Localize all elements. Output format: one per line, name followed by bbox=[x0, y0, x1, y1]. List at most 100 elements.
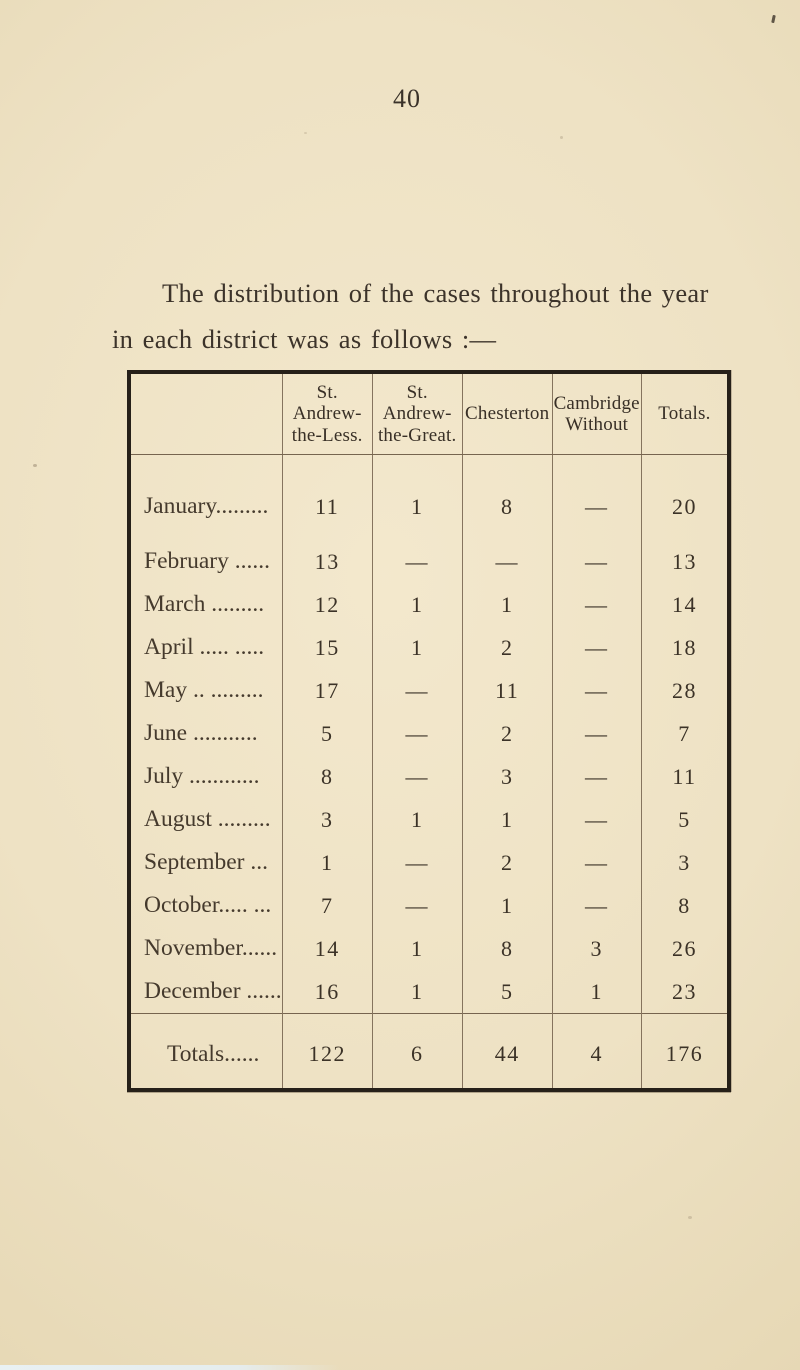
table-row: May .. ......... 17—11—28 bbox=[129, 669, 730, 712]
value-cell: 16 bbox=[281, 970, 373, 1014]
header-cell-month bbox=[129, 372, 283, 455]
value-cell: 1 bbox=[371, 798, 463, 841]
value-cell: — bbox=[551, 884, 642, 927]
value-cell: 13 bbox=[640, 540, 730, 583]
month-cell: June ........... bbox=[144, 720, 258, 746]
cases-distribution-table: St. Andrew- the-Less. St. Andrew- the-Gr… bbox=[127, 370, 732, 1092]
value-cell: 3 bbox=[281, 798, 373, 841]
ink-speck-mark bbox=[771, 14, 776, 24]
page-number: 40 bbox=[393, 84, 421, 113]
value-cell: — bbox=[371, 712, 463, 755]
month-cell: March ......... bbox=[144, 591, 265, 617]
value-cell: 2 bbox=[461, 712, 553, 755]
table-row: September ... 1—2—3 bbox=[129, 841, 730, 884]
value-cell: — bbox=[371, 540, 463, 583]
paper-speck bbox=[304, 132, 307, 134]
header-cell-st-andrew-the-less: St. Andrew- the-Less. bbox=[281, 372, 373, 455]
month-cell: August ......... bbox=[144, 806, 271, 832]
value-cell: 1 bbox=[371, 583, 463, 626]
header-cell-chesterton: Chesterton bbox=[461, 372, 553, 455]
value-cell: 11 bbox=[640, 755, 730, 798]
table-row: July ............ 8—3—11 bbox=[129, 755, 730, 798]
paper-speck bbox=[688, 1216, 692, 1219]
value-cell: 2 bbox=[461, 626, 553, 669]
month-cell: February ...... bbox=[144, 548, 270, 574]
value-cell: 8 bbox=[461, 927, 553, 970]
value-cell: 20 bbox=[640, 454, 730, 540]
value-cell: — bbox=[551, 755, 642, 798]
value-cell: — bbox=[371, 755, 463, 798]
value-cell: 1 bbox=[551, 970, 642, 1014]
value-cell: — bbox=[551, 540, 642, 583]
value-cell: 2 bbox=[461, 841, 553, 884]
totals-value-cell: 176 bbox=[640, 1013, 730, 1090]
value-cell: 28 bbox=[640, 669, 730, 712]
value-cell: 8 bbox=[640, 884, 730, 927]
value-cell: 11 bbox=[281, 454, 373, 540]
value-cell: 26 bbox=[640, 927, 730, 970]
value-cell: 14 bbox=[640, 583, 730, 626]
table-row: October..... ... 7—1—8 bbox=[129, 884, 730, 927]
value-cell: 8 bbox=[281, 755, 373, 798]
month-cell: April ..... ..... bbox=[144, 634, 265, 660]
totals-row: Totals...... 122 6 44 4 176 bbox=[129, 1013, 730, 1090]
value-cell: — bbox=[371, 669, 463, 712]
header-cell-st-andrew-the-great: St. Andrew- the-Great. bbox=[371, 372, 463, 455]
totals-value-cell: 122 bbox=[281, 1013, 373, 1090]
value-cell: 5 bbox=[640, 798, 730, 841]
value-cell: — bbox=[461, 540, 553, 583]
totals-value-cell: 4 bbox=[551, 1013, 642, 1090]
month-cell: November...... bbox=[144, 935, 278, 961]
value-cell: — bbox=[551, 841, 642, 884]
value-cell: 1 bbox=[461, 798, 553, 841]
value-cell: 14 bbox=[281, 927, 373, 970]
value-cell: 3 bbox=[640, 841, 730, 884]
table-row: March ......... 12 1 1—14 bbox=[129, 583, 730, 626]
header-cell-cambridge-without: Cambridge Without bbox=[551, 372, 642, 455]
value-cell: — bbox=[551, 454, 642, 540]
value-cell: — bbox=[551, 583, 642, 626]
table-row: December ...... 16 1 5 1 23 bbox=[129, 970, 730, 1014]
value-cell: 1 bbox=[371, 626, 463, 669]
value-cell: — bbox=[371, 841, 463, 884]
value-cell: 1 bbox=[281, 841, 373, 884]
value-cell: 17 bbox=[281, 669, 373, 712]
month-cell: September ... bbox=[144, 849, 268, 875]
value-cell: — bbox=[551, 669, 642, 712]
month-cell: July ............ bbox=[144, 763, 260, 789]
value-cell: 11 bbox=[461, 669, 553, 712]
value-cell: 8 bbox=[461, 454, 553, 540]
value-cell: — bbox=[551, 626, 642, 669]
month-cell: January......... bbox=[144, 493, 269, 519]
value-cell: 1 bbox=[371, 454, 463, 540]
value-cell: 5 bbox=[281, 712, 373, 755]
header-cell-totals: Totals. bbox=[640, 372, 730, 455]
value-cell: 1 bbox=[461, 583, 553, 626]
value-cell: 3 bbox=[551, 927, 642, 970]
value-cell: 1 bbox=[461, 884, 553, 927]
paper-speck bbox=[33, 464, 37, 467]
value-cell: 7 bbox=[640, 712, 730, 755]
value-cell: 3 bbox=[461, 755, 553, 798]
value-cell: 13 bbox=[281, 540, 373, 583]
table-body: January......... 11 1 8—20 February ...... 13… bbox=[129, 454, 730, 1014]
value-cell: — bbox=[551, 798, 642, 841]
value-cell: 5 bbox=[461, 970, 553, 1014]
table-header-row: St. Andrew- the-Less. St. Andrew- the-Gr… bbox=[129, 372, 730, 455]
month-cell: December ...... bbox=[144, 978, 282, 1004]
table-row: August ......... 3 1 1—5 bbox=[129, 798, 730, 841]
value-cell: 12 bbox=[281, 583, 373, 626]
table-row: November...... 14 1 8 3 26 bbox=[129, 927, 730, 970]
table-row: January......... 11 1 8—20 bbox=[129, 454, 730, 540]
totals-value-cell: 44 bbox=[461, 1013, 553, 1090]
intro-paragraph: The distribution of the cases throughout… bbox=[112, 278, 709, 354]
table-row: June ........... 5—2—7 bbox=[129, 712, 730, 755]
value-cell: — bbox=[371, 884, 463, 927]
value-cell: 15 bbox=[281, 626, 373, 669]
value-cell: 18 bbox=[640, 626, 730, 669]
value-cell: — bbox=[551, 712, 642, 755]
totals-label-cell: Totals...... bbox=[129, 1013, 283, 1090]
value-cell: 1 bbox=[371, 970, 463, 1014]
value-cell: 7 bbox=[281, 884, 373, 927]
totals-value-cell: 6 bbox=[371, 1013, 463, 1090]
